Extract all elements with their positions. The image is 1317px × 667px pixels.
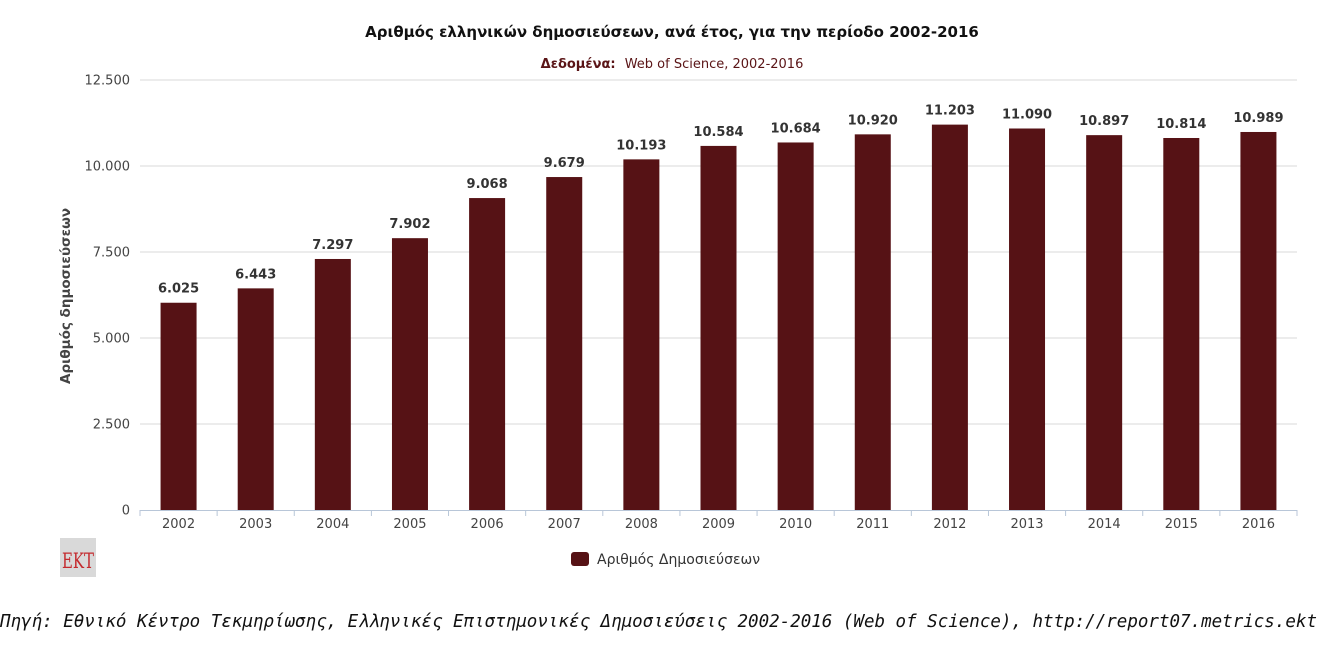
x-tick-label: 2015 (1165, 517, 1198, 532)
x-tick-label: 2016 (1242, 517, 1275, 532)
x-tick-label: 2011 (856, 517, 889, 532)
y-tick-label: 5.000 (93, 332, 130, 347)
chart: Αριθμός ελληνικών δημοσιεύσεων, ανά έτος… (58, 23, 1298, 577)
x-axis-ticks: 2002 2003 2004 2005 2006 2007 2008 2009 2010 2011… (162, 517, 1275, 532)
legend[interactable]: Αριθμός Δημοσιεύσεων (571, 552, 760, 568)
bar (1163, 137, 1200, 510)
chart-subtitle-label: Δεδομένα: (541, 57, 616, 72)
bars (160, 124, 1277, 511)
bar (777, 142, 814, 510)
data-label: 10.920 (848, 113, 898, 128)
bar (469, 198, 506, 511)
x-tick-label: 2006 (471, 517, 504, 532)
data-label: 7.902 (389, 217, 430, 232)
x-tick-label: 2009 (702, 517, 735, 532)
y-tick-label: 10.000 (85, 160, 131, 175)
x-tick-label: 2012 (933, 517, 966, 532)
bar (854, 134, 891, 511)
data-label: 10.684 (771, 121, 821, 136)
data-label: 7.297 (312, 238, 353, 253)
bar (1086, 135, 1123, 511)
x-tick-label: 2014 (1088, 517, 1121, 532)
y-tick-label: 2.500 (93, 418, 130, 433)
x-axis (139, 510, 1298, 516)
ekt-logo: EKT (60, 538, 96, 577)
bar (160, 302, 197, 510)
chart-subtitle: Δεδομένα: Web of Science, 2002-2016 (541, 53, 804, 72)
data-label: 10.897 (1079, 114, 1129, 129)
source-note: Πηγή: Εθνικό Κέντρο Τεκμηρίωσης, Ελληνικ… (0, 612, 1317, 632)
bar (1009, 128, 1046, 510)
bar (546, 177, 583, 510)
y-tick-label: 12.500 (85, 74, 131, 89)
bar (237, 288, 274, 510)
bar (391, 238, 428, 510)
data-labels: 6.025 6.443 7.297 7.902 9.068 9.679 10.193 10.5… (158, 104, 1284, 297)
bar (314, 258, 351, 510)
y-tick-label: 7.500 (93, 246, 130, 261)
bar (931, 124, 968, 511)
data-label: 6.025 (158, 282, 199, 297)
data-label: 10.584 (693, 125, 743, 140)
y-axis-title: Αριθμός δημοσιεύσεων (58, 208, 74, 384)
data-label: 6.443 (235, 267, 276, 282)
x-tick-label: 2005 (393, 517, 426, 532)
legend-swatch (571, 552, 589, 566)
bar (1240, 131, 1277, 510)
data-label: 10.989 (1233, 111, 1283, 126)
data-label: 11.203 (925, 104, 975, 119)
data-label: 11.090 (1002, 108, 1052, 123)
data-label: 9.679 (544, 156, 585, 171)
y-axis-ticks: 0 2.500 5.000 7.500 10.000 12.500 (85, 74, 131, 519)
svg-text:EKT: EKT (62, 549, 94, 573)
x-tick-label: 2003 (239, 517, 272, 532)
chart-title: Αριθμός ελληνικών δημοσιεύσεων, ανά έτος… (365, 23, 979, 41)
y-tick-label: 0 (122, 504, 130, 519)
chart-subtitle-value: Web of Science, 2002-2016 (625, 57, 804, 72)
data-label: 9.068 (467, 177, 508, 192)
x-tick-label: 2010 (779, 517, 812, 532)
x-tick-label: 2002 (162, 517, 195, 532)
legend-label: Αριθμός Δημοσιεύσεων (597, 552, 760, 568)
x-tick-label: 2008 (625, 517, 658, 532)
x-tick-label: 2007 (548, 517, 581, 532)
bar (700, 145, 737, 510)
bar (623, 159, 660, 511)
data-label: 10.193 (616, 138, 666, 153)
x-tick-label: 2013 (1010, 517, 1043, 532)
x-tick-label: 2004 (316, 517, 349, 532)
data-label: 10.814 (1156, 117, 1206, 132)
